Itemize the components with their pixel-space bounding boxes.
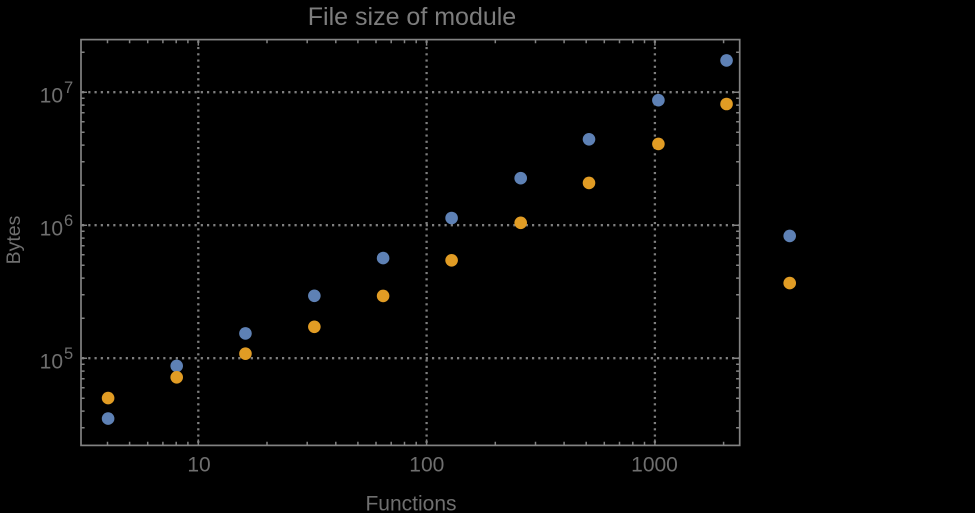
svg-text:Bytes: Bytes xyxy=(3,215,25,264)
svg-text:5: 5 xyxy=(64,345,73,363)
svg-text:7: 7 xyxy=(64,79,73,97)
svg-text:10: 10 xyxy=(40,85,63,108)
svg-text:10: 10 xyxy=(40,218,63,241)
svg-text:1000: 1000 xyxy=(631,454,678,477)
svg-text:Functions: Functions xyxy=(365,493,456,513)
svg-text:6: 6 xyxy=(64,212,73,230)
svg-text:100: 100 xyxy=(409,454,444,477)
svg-text:File size of module: File size of module xyxy=(308,3,516,31)
svg-text:10: 10 xyxy=(40,351,63,374)
svg-text:10: 10 xyxy=(187,454,210,477)
